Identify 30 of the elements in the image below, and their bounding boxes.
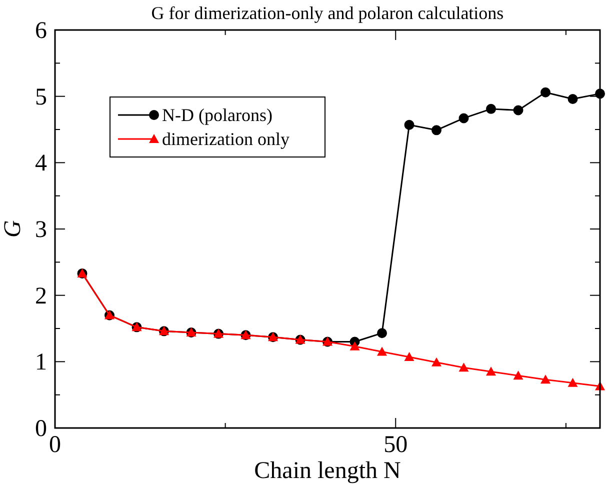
point [377, 346, 387, 356]
point [568, 378, 578, 387]
point [432, 357, 442, 366]
y-tick-label: 1 [35, 350, 47, 376]
y-tick-label: 3 [35, 217, 47, 243]
point [540, 374, 550, 384]
point [432, 125, 442, 136]
x-tick-label: 50 [384, 432, 408, 458]
y-tick-label: 4 [35, 150, 47, 177]
point [568, 94, 578, 104]
point [486, 366, 496, 376]
legend-label: N-D (polarons) [162, 105, 272, 125]
point [404, 120, 414, 130]
point [486, 104, 496, 114]
point [350, 341, 360, 350]
y-axis-title: G [0, 220, 26, 238]
y-tick-label: 2 [35, 283, 47, 310]
point [513, 105, 524, 116]
point [377, 328, 387, 338]
point [458, 113, 469, 124]
y-tick-label: 0 [35, 416, 47, 442]
point [513, 370, 524, 380]
x-axis-title: Chain length N [254, 458, 401, 484]
y-tick-label: 5 [35, 84, 47, 110]
point [404, 352, 414, 362]
legend-label: dimerization only [162, 129, 290, 149]
y-tick-label: 6 [35, 18, 47, 44]
point [458, 362, 469, 372]
point [540, 87, 550, 98]
chart-title: G for dimerization-only and polaron calculations [151, 3, 504, 23]
